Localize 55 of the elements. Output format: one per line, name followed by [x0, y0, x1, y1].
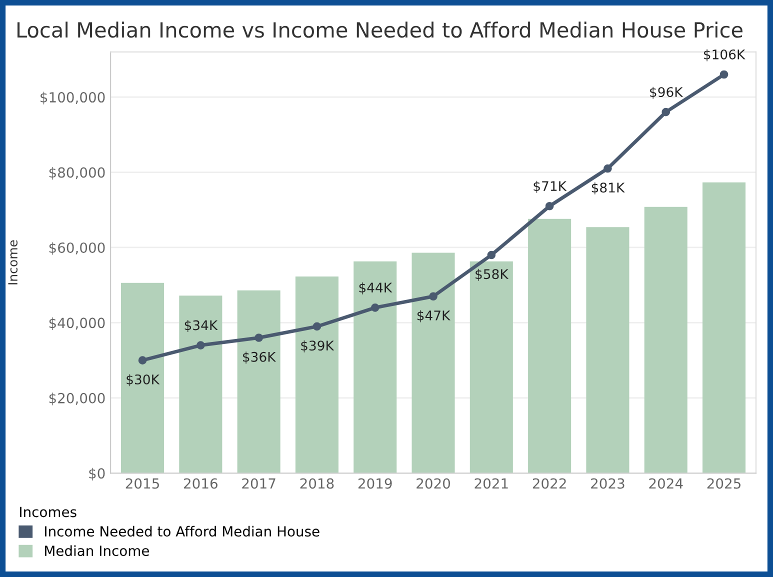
- data-label: $47K: [417, 310, 450, 322]
- x-tick-label: 2016: [184, 478, 218, 489]
- point: [720, 70, 728, 79]
- bar: [237, 290, 280, 474]
- point: [312, 322, 322, 331]
- point: [370, 304, 380, 312]
- point: [545, 202, 554, 210]
- data-label: $44K: [359, 282, 392, 294]
- data-label: $58K: [476, 268, 509, 281]
- x-tick-label: 2020: [416, 478, 450, 489]
- point: [604, 164, 612, 173]
- y-tick-label: $100,000: [40, 92, 105, 104]
- x-tick-label: 2024: [649, 478, 683, 489]
- x-tick-label: 2021: [474, 478, 508, 489]
- legend-label: Median Income: [45, 545, 149, 556]
- point: [254, 334, 263, 342]
- bar: [179, 296, 222, 474]
- point: [487, 250, 496, 260]
- point: [662, 108, 670, 116]
- bar: [295, 276, 338, 474]
- x-tick-label: 2025: [707, 478, 740, 489]
- x-tick-label: 2023: [591, 478, 624, 489]
- point: [429, 292, 438, 301]
- bar: [354, 261, 397, 474]
- data-label: $39K: [301, 340, 334, 352]
- x-tick-label: 2022: [532, 478, 566, 489]
- y-tick-label: $20,000: [49, 392, 105, 406]
- x-tick-label: 2018: [300, 478, 334, 489]
- bar: [528, 218, 572, 474]
- data-label: $81K: [592, 182, 625, 194]
- bar: [412, 252, 455, 474]
- bar: [470, 261, 513, 474]
- data-label: $36K: [242, 352, 276, 364]
- data-label: $34K: [184, 320, 218, 332]
- y-tick-label: $80,000: [49, 167, 105, 180]
- y-tick-label: $60,000: [49, 242, 105, 255]
- point: [196, 341, 205, 350]
- y-tick-label: $0: [89, 468, 105, 480]
- x-tick-label: 2017: [242, 478, 276, 489]
- y-tick-label: $40,000: [49, 317, 105, 330]
- legend-title: Incomes: [20, 506, 76, 518]
- legend-label: Income Needed to Afford Median House: [45, 526, 320, 537]
- x-tick-label: 2019: [358, 478, 392, 489]
- data-label: $71K: [534, 180, 567, 193]
- bar: [644, 206, 688, 474]
- data-label: $106K: [704, 49, 746, 62]
- x-tick-label: 2015: [126, 478, 159, 489]
- data-label: $30K: [126, 374, 160, 386]
- data-label: $96K: [650, 86, 684, 99]
- bar: [586, 227, 630, 474]
- point: [138, 356, 147, 364]
- bar: [702, 182, 746, 474]
- bar: [121, 282, 164, 474]
- chart-title: Local Median Income vs Income Needed to Afford Median House Price: [18, 22, 742, 38]
- y-axis-title: Income: [8, 240, 18, 284]
